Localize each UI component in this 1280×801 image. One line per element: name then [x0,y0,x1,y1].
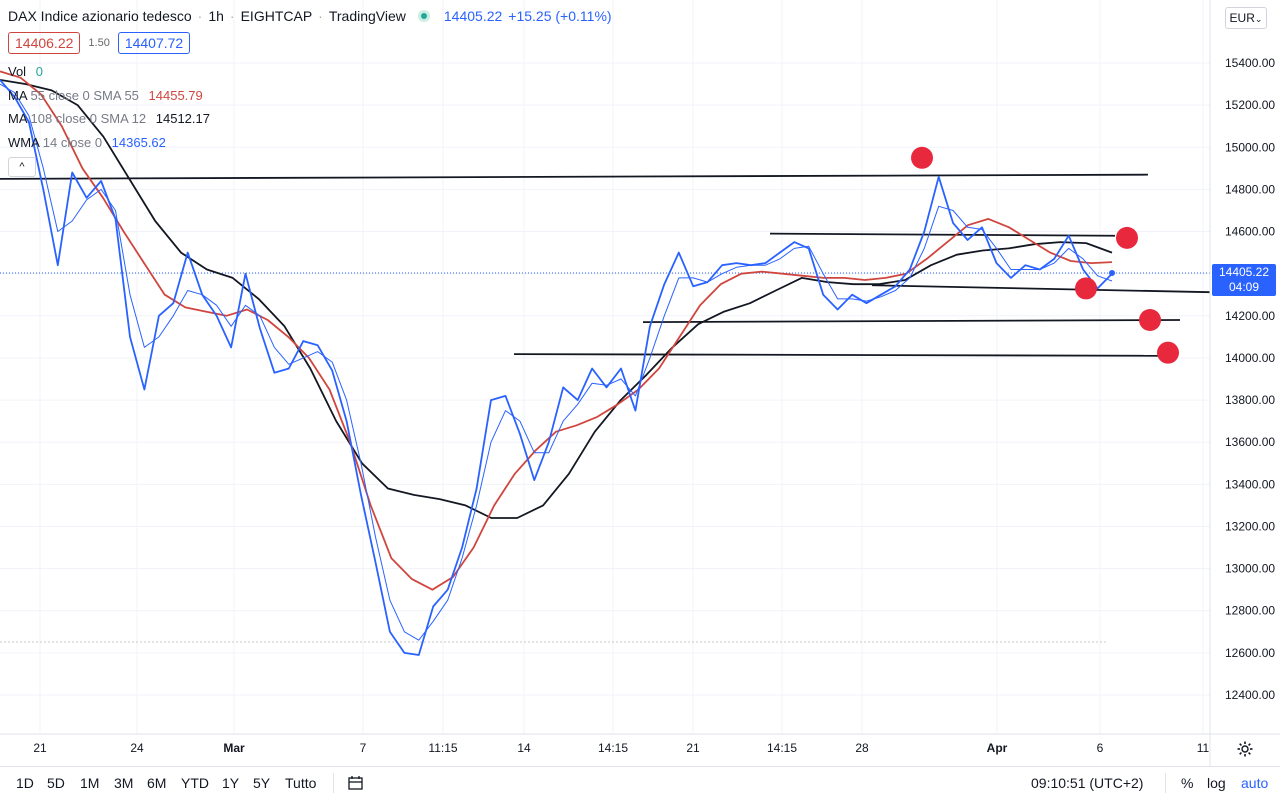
series-line-ma-55 [0,70,1113,591]
platform-label: TradingView [328,8,406,24]
sell-button[interactable]: 14406.22 [8,32,81,54]
spread-value: 1.50 [88,37,110,49]
percent-toggle[interactable]: % [1181,775,1194,791]
x-tick-label: 21 [686,741,700,755]
indicator-vol[interactable]: Vol 0 [8,64,43,79]
y-tick-label: 13400.00 [1225,477,1275,491]
chart-header: DAX Indice azionario tedesco · 1h · EIGH… [8,8,612,24]
x-tick-label: 14 [517,741,531,755]
log-toggle[interactable]: log [1207,775,1226,791]
x-tick-label: 28 [855,741,869,755]
indicator-wma[interactable]: WMA 14 close 0 14365.62 [8,135,166,150]
y-tick-label: 12600.00 [1225,646,1275,660]
market-status-icon [417,10,430,22]
x-tick-label: Apr [987,741,1008,755]
trade-panel: 14406.22 1.50 14407.72 [8,32,191,54]
y-tick-label: 15000.00 [1225,140,1275,154]
y-tick-label: 14000.00 [1225,351,1275,365]
y-tick-label: 14800.00 [1225,182,1275,196]
range-1m[interactable]: 1M [80,775,100,791]
broker-label: EIGHTCAP [240,8,313,24]
date-range-icon[interactable] [347,775,365,791]
horizontal-level-line [642,319,1181,324]
buy-button[interactable]: 14407.72 [117,32,191,54]
marker-dot [1075,277,1097,300]
indicator-ma55[interactable]: MA 55 close 0 SMA 55 14455.79 [8,88,203,103]
last-point-dot [1109,270,1115,276]
collapse-indicators-button[interactable]: ^ [8,157,36,177]
y-tick-label: 15200.00 [1225,98,1275,112]
marker-dot [1116,226,1138,249]
horizontal-levels [0,173,1211,357]
y-tick-label: 13000.00 [1225,562,1275,576]
currency-button[interactable]: EUR⌄ [1225,7,1267,29]
bottom-toolbar: 1D 5D 1M 3M 6M YTD 1Y 5Y Tutto 09:10:51 … [0,766,1280,801]
x-tick-label: Mar [223,741,245,755]
price-change: +15.25 (+0.11%) [508,8,612,24]
chart-grid [0,0,1210,734]
chevron-down-icon: ⌄ [1254,14,1263,24]
range-5y[interactable]: 5Y [253,775,271,791]
range-3m[interactable]: 3M [114,775,134,791]
marker-dot [1139,309,1161,332]
chart-markers [911,146,1179,364]
last-price-label: 14405.22 04:09 [1212,264,1276,296]
horizontal-level-line [513,353,1166,357]
x-tick-label: 14:15 [767,741,797,755]
currency-label: EUR [1229,11,1255,25]
last-price-axis-value: 14405.22 [1218,265,1270,279]
chart-series [0,70,1115,656]
y-tick-label: 15400.00 [1225,56,1275,70]
series-line-dax-indice-azionario-tedesco [0,79,1113,656]
y-tick-label: 12400.00 [1225,688,1275,702]
interval-label[interactable]: 1h [208,8,224,24]
toolbar-divider [1165,773,1166,793]
y-tick-label: 12800.00 [1225,604,1275,618]
horizontal-level-line [769,232,1116,237]
horizontal-level-line [871,284,1211,294]
y-tick-label: 14600.00 [1225,225,1275,239]
indicator-ma108[interactable]: MA 108 close 0 SMA 12 14512.17 [8,111,210,126]
x-tick-label: 14:15 [598,741,628,755]
gear-icon[interactable] [1236,740,1254,758]
y-tick-label: 14200.00 [1225,309,1275,323]
y-tick-label: 13200.00 [1225,519,1275,533]
x-tick-label: 11 [1197,741,1210,755]
x-tick-label: 11:15 [428,741,457,755]
y-tick-label: 13800.00 [1225,393,1275,407]
time-axis[interactable]: 21 24 Mar 7 11:15 14 14:15 21 14:15 28 Apr 6 11 [0,733,1280,755]
series-line-ma-108 [0,79,1113,519]
x-tick-label: 24 [130,741,144,755]
x-tick-label: 6 [1097,741,1104,755]
range-6m[interactable]: 6M [147,775,167,791]
symbol-name[interactable]: DAX Indice azionario tedesco [8,8,192,24]
marker-dot [1157,341,1179,364]
y-tick-label: 13600.00 [1225,435,1275,449]
series-line-wma [0,83,1113,641]
range-1y[interactable]: 1Y [222,775,240,791]
toolbar-divider [333,773,334,793]
range-ytd[interactable]: YTD [181,775,209,791]
range-all[interactable]: Tutto [285,775,317,791]
range-5d[interactable]: 5D [47,775,65,791]
last-price: 14405.22 [443,8,503,24]
horizontal-level-line [0,173,1149,180]
x-tick-label: 21 [33,741,47,755]
range-1d[interactable]: 1D [16,775,34,791]
clock[interactable]: 09:10:51 (UTC+2) [1031,775,1144,791]
auto-toggle[interactable]: auto [1241,775,1269,791]
x-tick-label: 7 [360,741,367,755]
marker-dot [911,146,933,169]
bar-countdown: 04:09 [1228,280,1260,294]
price-axis[interactable]: 12400.00 12600.00 12800.00 13000.00 13200.00… [1209,0,1275,766]
